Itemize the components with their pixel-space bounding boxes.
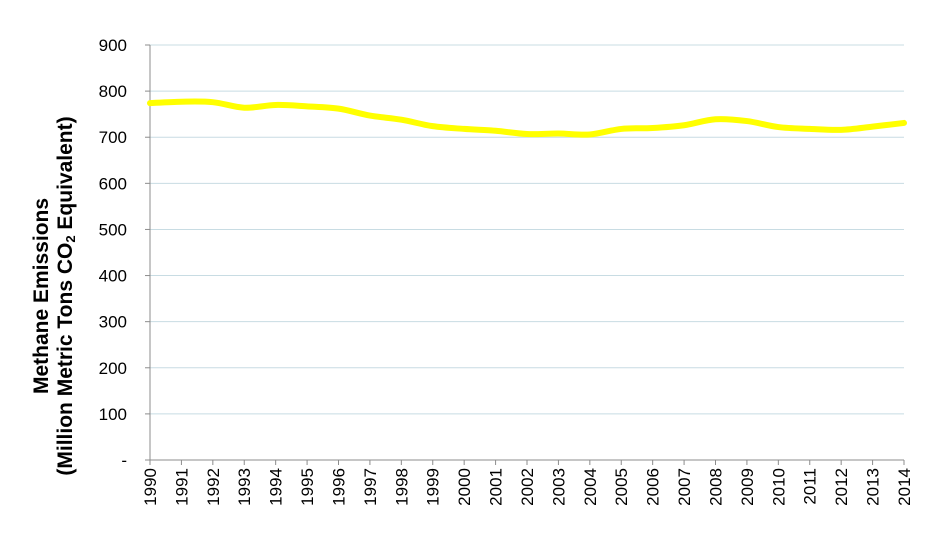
x-tick-label-2000: 2000 (455, 468, 474, 506)
x-tick-label-1998: 1998 (392, 468, 411, 506)
x-tick-label-2014: 2014 (895, 468, 914, 506)
y-axis-label: Methane Emissions (Million Metric Tons C… (30, 116, 78, 475)
y-axis-label-line2-post: Equivalent) (54, 116, 77, 236)
x-tick-label-2008: 2008 (706, 468, 725, 506)
x-tick-label-2004: 2004 (581, 468, 600, 506)
x-tick-label-2003: 2003 (549, 468, 568, 506)
x-tick-label-2002: 2002 (518, 468, 537, 506)
y-tick-label-800: 800 (99, 82, 127, 101)
x-tick-label-2001: 2001 (487, 468, 506, 506)
y-tick-label-300: 300 (99, 313, 127, 332)
x-tick-label-2013: 2013 (864, 468, 883, 506)
y-tick-label-500: 500 (99, 220, 127, 239)
y-axis-label-line2-pre: (Million Metric Tons CO (54, 242, 77, 476)
x-tick-label-2009: 2009 (738, 468, 757, 506)
y-tick-label-400: 400 (99, 267, 127, 286)
x-tick-label-1997: 1997 (361, 468, 380, 506)
y-axis-label-subscript: 2 (63, 235, 78, 243)
y-tick-label-200: 200 (99, 359, 127, 378)
x-tick-label-1996: 1996 (329, 468, 348, 506)
x-tick-label-1992: 1992 (204, 468, 223, 506)
x-tick-label-1999: 1999 (424, 468, 443, 506)
x-tick-label-2006: 2006 (644, 468, 663, 506)
y-axis-label-line1: Methane Emissions (30, 197, 53, 395)
x-tick-label-1993: 1993 (235, 468, 254, 506)
y-tick-label-0: - (121, 451, 127, 470)
x-tick-label-2010: 2010 (769, 468, 788, 506)
x-tick-label-1995: 1995 (298, 468, 317, 506)
y-tick-label-700: 700 (99, 128, 127, 147)
y-tick-labels: - 100 200 300 400 500 600 700 800 900 (99, 36, 127, 470)
y-tick-label-600: 600 (99, 174, 127, 193)
x-tick-label-2007: 2007 (675, 468, 694, 506)
y-axis-label-line2: (Million Metric Tons CO2 Equivalent) (54, 116, 78, 475)
x-tick-label-1994: 1994 (267, 468, 286, 506)
series-line-0 (147, 98, 907, 138)
x-tick-label-1990: 1990 (141, 468, 160, 506)
series-lines (147, 98, 907, 138)
y-tick-label-900: 900 (99, 36, 127, 55)
gridlines (150, 44, 904, 415)
x-tick-label-1991: 1991 (172, 468, 191, 506)
axes (145, 44, 905, 465)
y-tick-label-100: 100 (99, 405, 127, 424)
x-tick-label-2012: 2012 (832, 468, 851, 506)
x-tick-label-2011: 2011 (801, 468, 820, 505)
x-tick-labels: 1990 1991 1992 1993 1994 1995 1996 1997 1998 1999… (141, 468, 914, 506)
x-tick-label-2005: 2005 (612, 468, 631, 506)
